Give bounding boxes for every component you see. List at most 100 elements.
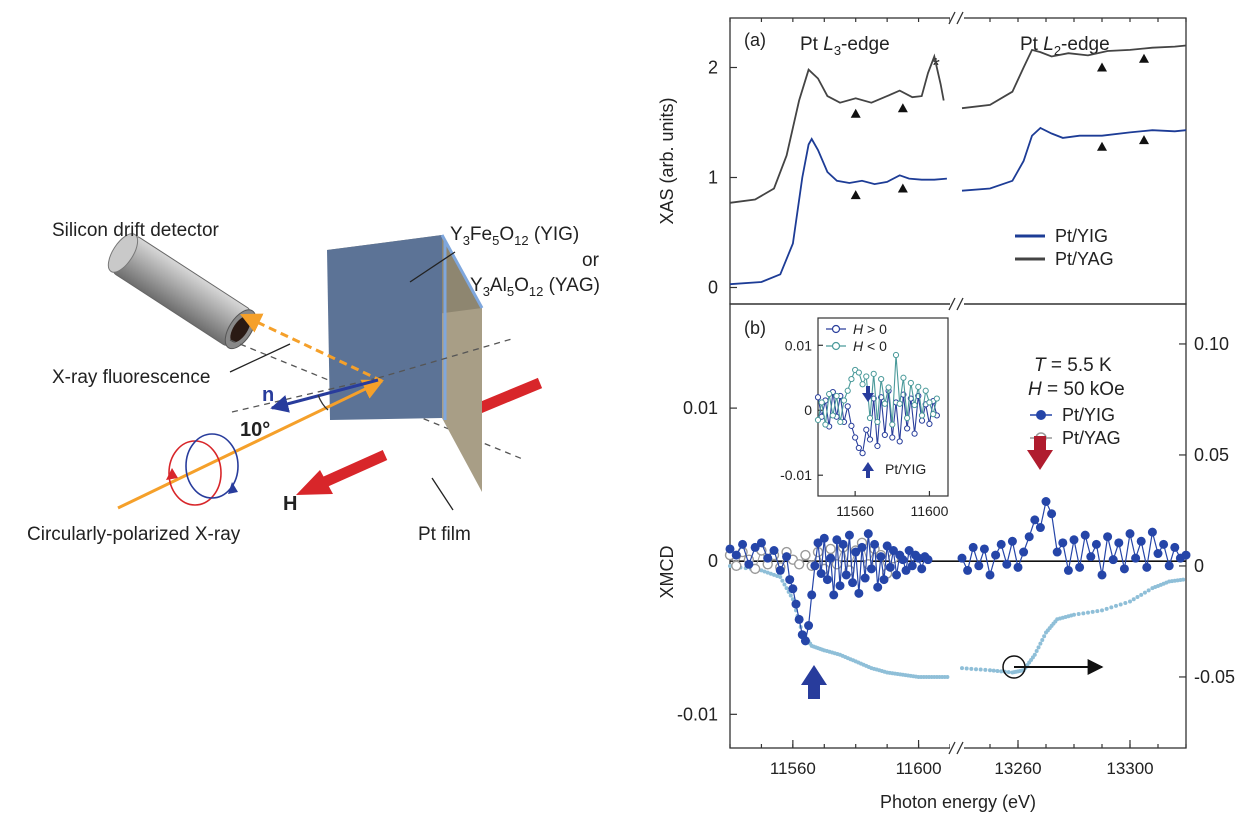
inset-hneg-point xyxy=(870,370,877,377)
panel-a-ytick-label: 0 xyxy=(708,278,718,298)
xmcd-yig-point xyxy=(794,614,804,624)
normal-vector-arrow xyxy=(270,378,379,413)
inset-ytick-label: 0 xyxy=(804,402,812,418)
xmcd-yig-point xyxy=(756,538,766,548)
xmcd-yig-point xyxy=(1013,562,1023,572)
xmcd-yig-point xyxy=(1125,529,1135,539)
panel-b-axes: -0.01 0 0.01 -0.05 0 0.05 0.10 11560 11600 13260 1… xyxy=(677,18,1235,778)
inset-hpos-point xyxy=(866,436,874,443)
panel-a-legend: Pt/YIG Pt/YAG xyxy=(1015,226,1114,269)
xmcd-yig-point xyxy=(763,553,773,563)
xmcd-yig-point xyxy=(851,547,861,557)
integrated-xmcd-point xyxy=(1123,600,1128,605)
normal-label: n xyxy=(262,384,274,406)
xas-yag-l2-line xyxy=(961,44,1187,110)
inset-axes: -0.01 0 0.01 11560 11600 xyxy=(780,337,949,519)
panel-a-label: (a) xyxy=(744,30,766,50)
xmcd-yig-point xyxy=(870,539,880,549)
inset-hneg-point xyxy=(892,351,900,359)
integrated-xmcd-point xyxy=(782,582,787,587)
integrated-xmcd-point xyxy=(1040,637,1045,642)
axis-break-bottom xyxy=(948,741,964,755)
xtick-label: 13300 xyxy=(1106,759,1153,778)
inset-hpos-point xyxy=(904,425,911,432)
red-edge-arrow-icon xyxy=(1027,436,1053,470)
panel-b-ylabel: XMCD xyxy=(657,546,677,599)
inset-xtick-label: 11600 xyxy=(910,503,948,519)
integrated-xmcd-point xyxy=(762,569,767,574)
xmcd-yig-point xyxy=(1047,509,1057,519)
xmcd-yig-point xyxy=(819,533,829,543)
film-leader xyxy=(431,477,454,511)
integrated-xmcd-point xyxy=(995,669,1000,674)
xtick-label: 11600 xyxy=(896,759,942,778)
xmcd-yig-point xyxy=(841,570,851,580)
integrated-xmcd-point xyxy=(788,593,793,598)
condition-temperature: T = 5.5 K xyxy=(1034,355,1112,376)
xmcd-yig-point xyxy=(1147,527,1157,537)
xmcd-yig-point xyxy=(888,545,898,555)
inset-hpos-point xyxy=(855,444,862,452)
integrated-xmcd-point xyxy=(1095,609,1100,614)
inset-hpos-point xyxy=(859,450,866,457)
panel-b-label: (b) xyxy=(744,318,766,338)
xtick-label: 13260 xyxy=(994,759,1041,778)
integrated-xmcd-point xyxy=(1142,590,1147,595)
xmcd-yig-point xyxy=(782,552,792,562)
panel-b-y2tick-label: 0 xyxy=(1194,556,1204,576)
inset-legend-hneg: H < 0 xyxy=(853,338,887,354)
inset-plot: -0.01 0 0.01 11560 11600 H > 0 H < 0 Pt/YIG xyxy=(780,317,949,519)
inset-legend: H > 0 H < 0 xyxy=(826,321,887,354)
xmcd-yig-point xyxy=(1131,553,1141,563)
panel-b-y2tick-label: -0.05 xyxy=(1194,667,1235,687)
triangle-marker-icon xyxy=(850,108,861,118)
xmcd-yig-point xyxy=(1041,497,1051,507)
xas-yig-l3-line xyxy=(729,137,947,286)
integrated-xmcd-point xyxy=(1036,645,1041,650)
legend-b-yag: Pt/YAG xyxy=(1062,428,1121,448)
integrated-xmcd-point xyxy=(1128,599,1132,604)
panel-b-y2tick-label: 0.10 xyxy=(1194,334,1229,354)
xmcd-yig-point xyxy=(860,573,870,583)
panel-b-curves xyxy=(724,497,1191,679)
integrated-xmcd-point xyxy=(765,570,770,575)
inset-hneg-point xyxy=(814,416,822,424)
integrated-xmcd-point xyxy=(960,666,964,671)
axis-break-middle xyxy=(948,297,964,311)
inset-hneg-point xyxy=(896,400,903,407)
legend-a-yag: Pt/YAG xyxy=(1055,249,1114,269)
xmcd-yig-point xyxy=(810,561,820,571)
xmcd-yig-point xyxy=(725,544,735,554)
xmcd-yig-point xyxy=(835,581,845,591)
xmcd-yig-point xyxy=(822,575,832,585)
inset-hneg-point xyxy=(907,379,914,387)
xmcd-yig-point xyxy=(863,529,873,539)
xmcd-yig-point xyxy=(813,538,823,548)
inset-hneg-point xyxy=(904,414,911,422)
angle-arc xyxy=(317,394,329,411)
dashed-plane-line xyxy=(377,337,516,379)
panel-a-yaxis: 0 1 2 xyxy=(708,58,737,298)
integrated-xmcd-point xyxy=(974,667,978,672)
xmcd-yag-point xyxy=(812,546,824,558)
integrated-xmcd-point xyxy=(988,668,992,673)
xray-incident-ray xyxy=(117,379,384,510)
xmcd-yig-point xyxy=(1181,550,1191,560)
plate-front xyxy=(327,235,442,420)
xray-label: Circularly-polarized X-ray xyxy=(27,524,241,545)
xmcd-yig-point xyxy=(1159,539,1169,549)
inset-hneg-point xyxy=(855,369,862,376)
panel-b-ytick-label: 0 xyxy=(708,551,718,571)
xtick-label: 11560 xyxy=(770,759,816,778)
inset-hneg-point xyxy=(915,383,922,390)
xmcd-yig-point xyxy=(750,542,760,552)
integrated-xmcd-point xyxy=(768,571,773,576)
xmcd-yag-point xyxy=(731,560,742,572)
inset-legend-hpos: H > 0 xyxy=(853,321,887,337)
xmcd-yig-point xyxy=(873,582,883,592)
inset-sample-label: Pt/YIG xyxy=(885,461,926,477)
xmcd-yig-point xyxy=(1052,547,1062,557)
panel-a-frame xyxy=(729,17,1187,305)
inset-hneg-point xyxy=(918,412,926,419)
integrated-xmcd-point xyxy=(1109,605,1114,610)
